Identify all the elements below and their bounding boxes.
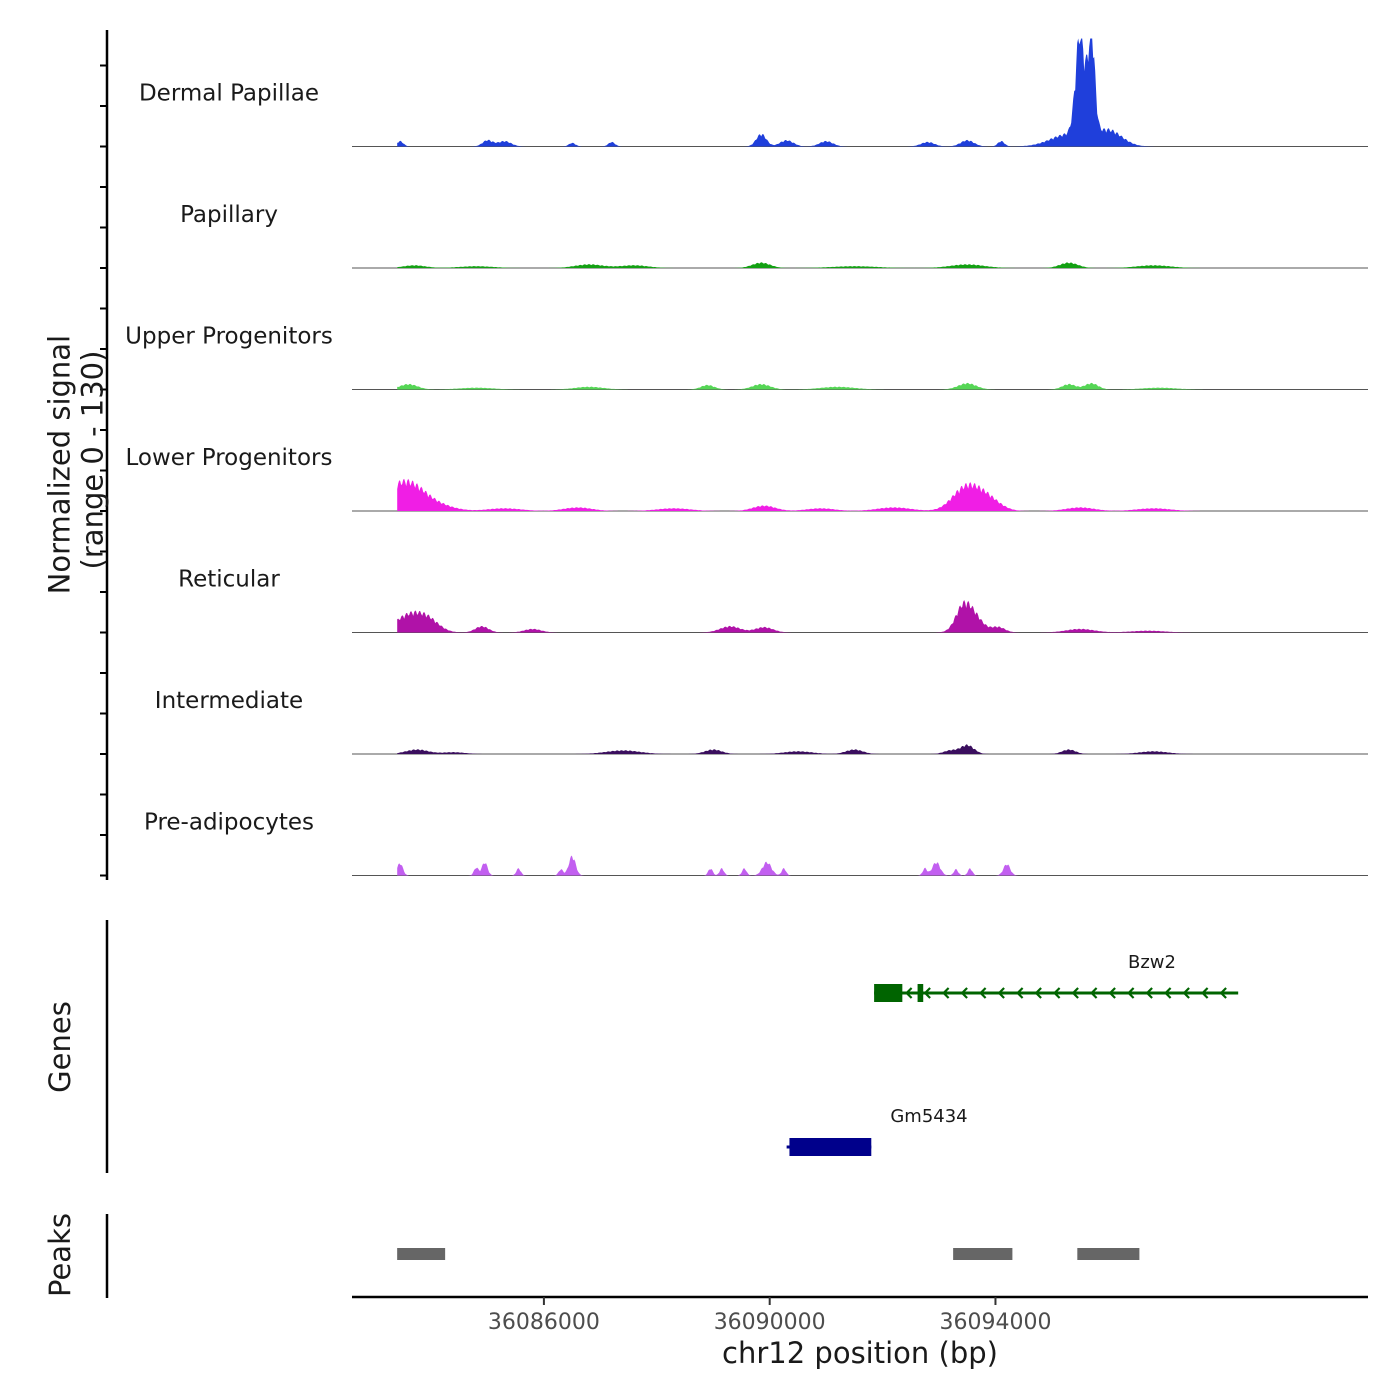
strand-arrow <box>1016 987 1024 999</box>
coverage-area <box>397 744 1239 754</box>
track-dermal-papillae: Dermal Papillae <box>139 38 1368 147</box>
strand-arrow <box>979 987 987 999</box>
x-tick-label: 36086000 <box>488 1310 600 1335</box>
gene-exon <box>874 984 903 1002</box>
peak-regions <box>397 1248 1140 1260</box>
strand-arrow <box>1090 987 1098 999</box>
strand-arrow <box>942 987 950 999</box>
coverage-area <box>397 600 1239 633</box>
coverage-tracks: Dermal Papillae Papillary Upper Progenitor… <box>125 38 1368 876</box>
track-label: Reticular <box>178 567 280 593</box>
gene-gm5434: Gm5434 <box>786 1106 968 1156</box>
track-upper-progenitors: Upper Progenitors <box>125 324 1368 390</box>
gene-exon <box>917 984 924 1002</box>
strand-arrow <box>1071 987 1079 999</box>
strand-arrow <box>905 987 913 999</box>
strand-arrow <box>1145 987 1153 999</box>
strand-arrow <box>1182 987 1190 999</box>
strand-arrow <box>960 987 968 999</box>
coverage-area <box>397 38 1239 147</box>
gene-bzw2: Bzw2 <box>874 952 1239 1002</box>
gene-label: Bzw2 <box>1128 952 1176 973</box>
coverage-area <box>397 478 1239 511</box>
peak-region <box>1077 1248 1140 1260</box>
y-axis-title-line-1: Normalized signal <box>42 335 76 594</box>
strand-arrow <box>923 987 931 999</box>
gene-annotations: Bzw2 Gm5434 <box>786 952 1239 1156</box>
gene-label: Gm5434 <box>890 1106 967 1127</box>
strand-arrow <box>997 987 1005 999</box>
track-label: Dermal Papillae <box>139 81 319 107</box>
track-label: Upper Progenitors <box>125 324 333 350</box>
strand-arrow <box>1201 987 1209 999</box>
peak-region <box>397 1248 446 1260</box>
strand-arrow <box>1034 987 1042 999</box>
strand-arrow <box>1164 987 1172 999</box>
track-label: Lower Progenitors <box>126 445 333 471</box>
track-label: Pre-adipocytes <box>144 810 314 836</box>
x-tick-label: 36094000 <box>939 1310 1051 1335</box>
track-reticular: Reticular <box>178 567 1368 633</box>
coverage-area <box>397 382 1239 390</box>
signal-y-axis <box>100 30 109 880</box>
genes-axis-title: Genes <box>43 1001 77 1093</box>
strand-arrow <box>1127 987 1135 999</box>
x-tick-label: 36090000 <box>714 1310 826 1335</box>
x-axis-ticks: 36086000 36090000 36094000 <box>488 1297 1051 1335</box>
coverage-area <box>397 855 1239 876</box>
track-papillary: Papillary <box>180 202 1368 269</box>
strand-arrow <box>1108 987 1116 999</box>
track-intermediate: Intermediate <box>155 688 1368 755</box>
y-axis-title: Normalized signal (range 0 - 130) <box>42 326 109 595</box>
strand-arrow <box>1219 987 1227 999</box>
track-label: Intermediate <box>155 688 303 714</box>
x-axis-title: chr12 position (bp) <box>722 1336 998 1370</box>
peak-region <box>953 1248 1013 1260</box>
peaks-axis-title: Peaks <box>43 1213 77 1297</box>
track-lower-progenitors: Lower Progenitors <box>126 445 1368 512</box>
gene-exon <box>789 1138 872 1156</box>
coverage-area <box>397 262 1239 268</box>
track-label: Papillary <box>180 202 278 228</box>
strand-arrow <box>1053 987 1061 999</box>
y-axis-title-line-2: (range 0 - 130) <box>76 351 110 570</box>
track-pre-adipocytes: Pre-adipocytes <box>144 810 1368 876</box>
